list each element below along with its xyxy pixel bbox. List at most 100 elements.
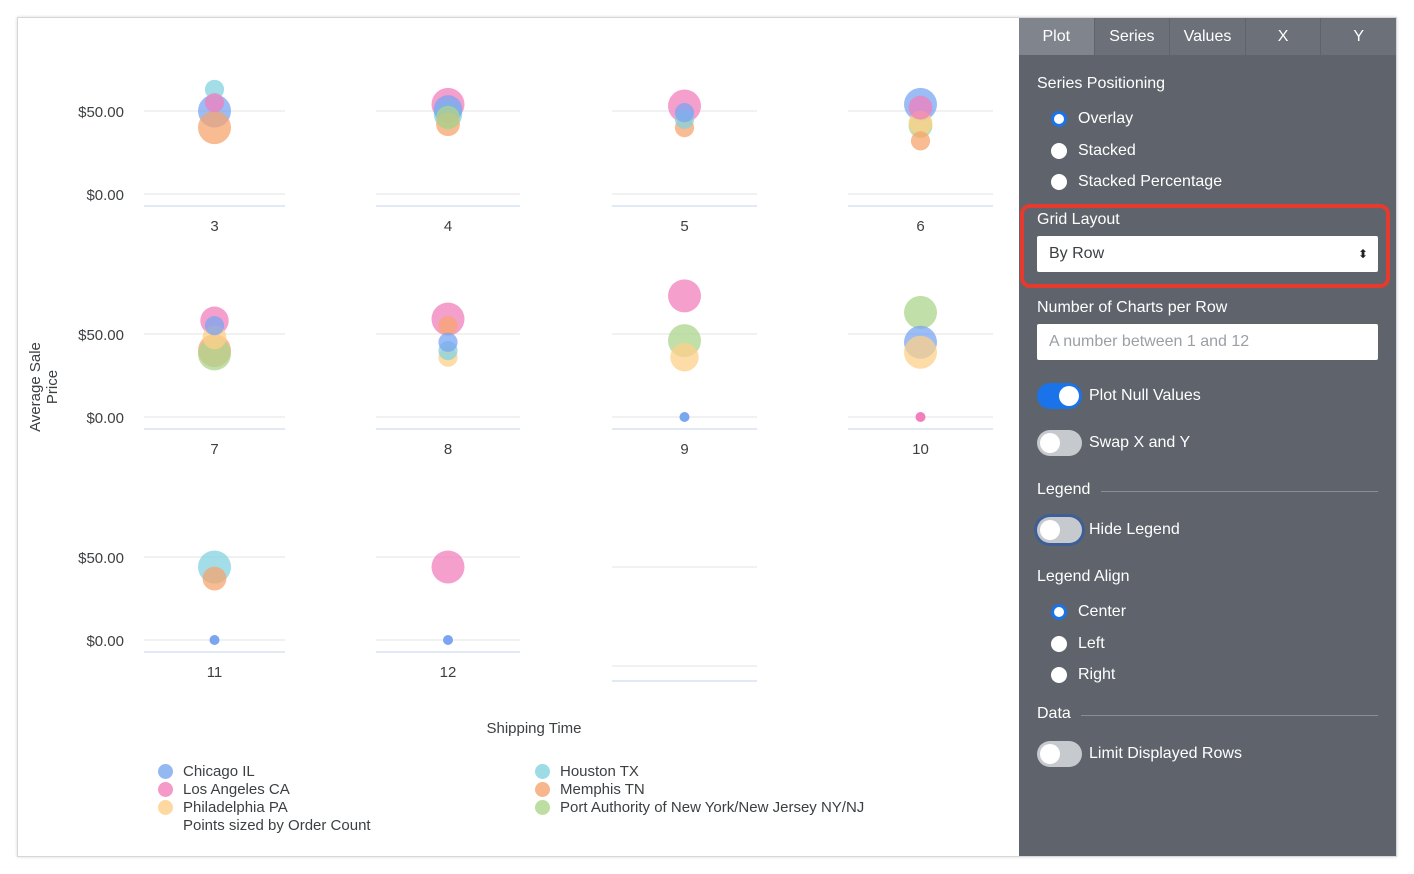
bubble-point (908, 95, 933, 120)
facet-label: 3 (210, 218, 218, 235)
bubble-point (915, 412, 926, 422)
facet-label: 5 (680, 218, 688, 235)
y-tick-label: $50.00 (78, 550, 124, 567)
bubble-point (904, 335, 937, 369)
bubble-point (910, 131, 931, 151)
radio-stacked[interactable]: Stacked (1051, 142, 1136, 160)
hide-legend-toggle[interactable]: Hide Legend (1037, 517, 1180, 543)
size-note: Points sized by Order Count (158, 816, 371, 834)
series-positioning-label: Series Positioning (1037, 75, 1166, 92)
tab-x[interactable]: X (1246, 18, 1322, 55)
bubble-point (438, 316, 458, 336)
legend-label: Port Authority of New York/New Jersey NY… (560, 798, 865, 816)
data-section-label: Data (1037, 705, 1071, 722)
facet-label: 8 (444, 441, 452, 458)
y-tick-label: $0.00 (86, 410, 124, 427)
radio-selected-icon (1051, 604, 1067, 620)
divider (1081, 715, 1378, 716)
legend-label: Memphis TN (560, 780, 645, 798)
legend-item[interactable]: Port Authority of New York/New Jersey NY… (535, 798, 864, 816)
grid-layout-label: Grid Layout (1037, 211, 1120, 228)
toggle-switch[interactable] (1037, 741, 1082, 767)
charts-per-row-input[interactable]: A number between 1 and 12 (1037, 324, 1378, 360)
radio-icon (1051, 174, 1067, 190)
radio-left[interactable]: Left (1051, 635, 1105, 653)
legend-swatch (535, 763, 550, 779)
highlight-box (1020, 204, 1390, 288)
legend: Chicago IL Los Angeles CA Philadelphia P… (158, 762, 371, 834)
legend-label: Houston TX (560, 762, 639, 780)
bubble-point (436, 105, 460, 130)
divider (1101, 491, 1378, 492)
toggle-label: Swap X and Y (1089, 434, 1191, 451)
toggle-switch[interactable] (1037, 383, 1082, 409)
x-axis-title: Shipping Time (486, 720, 582, 737)
facet-label: 7 (210, 441, 218, 458)
radio-right[interactable]: Right (1051, 666, 1115, 684)
y-tick-label: $0.00 (86, 187, 124, 204)
radio-label: Stacked (1078, 142, 1136, 159)
facet-label: 12 (440, 664, 457, 681)
bubble-point (202, 566, 227, 591)
radio-label: Stacked Percentage (1078, 173, 1223, 190)
facet-label: 11 (207, 664, 223, 681)
legend-item[interactable]: Houston TX (535, 762, 864, 780)
radio-label: Overlay (1078, 110, 1134, 127)
legend-label: Los Angeles CA (183, 780, 290, 798)
legend-column-2: Houston TX Memphis TN Port Authority of … (535, 762, 864, 816)
legend-section-label: Legend (1037, 481, 1091, 498)
legend-item[interactable]: Memphis TN (535, 780, 864, 798)
bubble-point (204, 316, 225, 336)
tab-series[interactable]: Series (1095, 18, 1171, 55)
bubble-point (204, 79, 225, 100)
grid-layout-select[interactable]: By Row ⬍ (1037, 236, 1378, 272)
facet-label: 10 (912, 441, 929, 458)
toggle-label: Plot Null Values (1089, 387, 1201, 404)
limit-rows-toggle[interactable]: Limit Displayed Rows (1037, 741, 1242, 767)
toggle-switch[interactable] (1037, 517, 1082, 543)
toggle-label: Limit Displayed Rows (1089, 745, 1242, 762)
bubble-point (670, 343, 699, 372)
toggle-label: Hide Legend (1089, 521, 1180, 538)
bubble-point (674, 103, 695, 123)
y-axis-title: Average Sale Price (27, 342, 61, 432)
legend-item[interactable]: Philadelphia PA (158, 798, 371, 816)
bubble-point (209, 635, 220, 645)
radio-icon (1051, 667, 1067, 683)
tab-values[interactable]: Values (1170, 18, 1246, 55)
tab-bar: Plot Series Values X Y (1019, 18, 1396, 55)
facet-label: 9 (680, 441, 688, 458)
radio-stacked-percentage[interactable]: Stacked Percentage (1051, 173, 1222, 191)
radio-selected-icon (1051, 111, 1067, 127)
bubble-point (668, 279, 701, 313)
size-note-text: Points sized by Order Count (183, 816, 371, 834)
bubble-point (904, 295, 937, 329)
plot-null-values-toggle[interactable]: Plot Null Values (1037, 383, 1201, 409)
charts-per-row-label: Number of Charts per Row (1037, 299, 1228, 316)
legend-item[interactable]: Chicago IL (158, 762, 371, 780)
legend-swatch (158, 799, 173, 815)
faceted-bubble-chart: $50.00 $0.00 $50.00 $0.00 $50.00 $0.00 3 4 5 6 7 8 9… (78, 79, 993, 682)
tab-plot[interactable]: Plot (1019, 18, 1095, 55)
y-tick-label: $50.00 (78, 327, 124, 344)
y-tick-label: $0.00 (86, 633, 124, 650)
swap-xy-toggle[interactable]: Swap X and Y (1037, 430, 1190, 456)
bubble-point (443, 635, 453, 645)
radio-icon (1051, 143, 1067, 159)
radio-label: Right (1078, 666, 1116, 683)
bubble-point (679, 412, 690, 422)
legend-item[interactable]: Los Angeles CA (158, 780, 371, 798)
y-tick-label: $50.00 (78, 104, 124, 121)
radio-overlay[interactable]: Overlay (1051, 110, 1133, 128)
radio-center[interactable]: Center (1051, 603, 1126, 621)
facet-label: 4 (444, 218, 452, 235)
toggle-switch[interactable] (1037, 430, 1082, 456)
grid-layout-value: By Row (1049, 245, 1105, 262)
settings-panel: Plot Series Values X Y Series Positionin… (1019, 18, 1396, 856)
legend-label: Chicago IL (183, 762, 255, 780)
select-arrows-icon: ⬍ (1357, 247, 1368, 261)
legend-label: Philadelphia PA (183, 798, 288, 816)
tab-y[interactable]: Y (1353, 28, 1364, 45)
legend-swatch (535, 781, 550, 797)
legend-align-label: Legend Align (1037, 568, 1130, 585)
